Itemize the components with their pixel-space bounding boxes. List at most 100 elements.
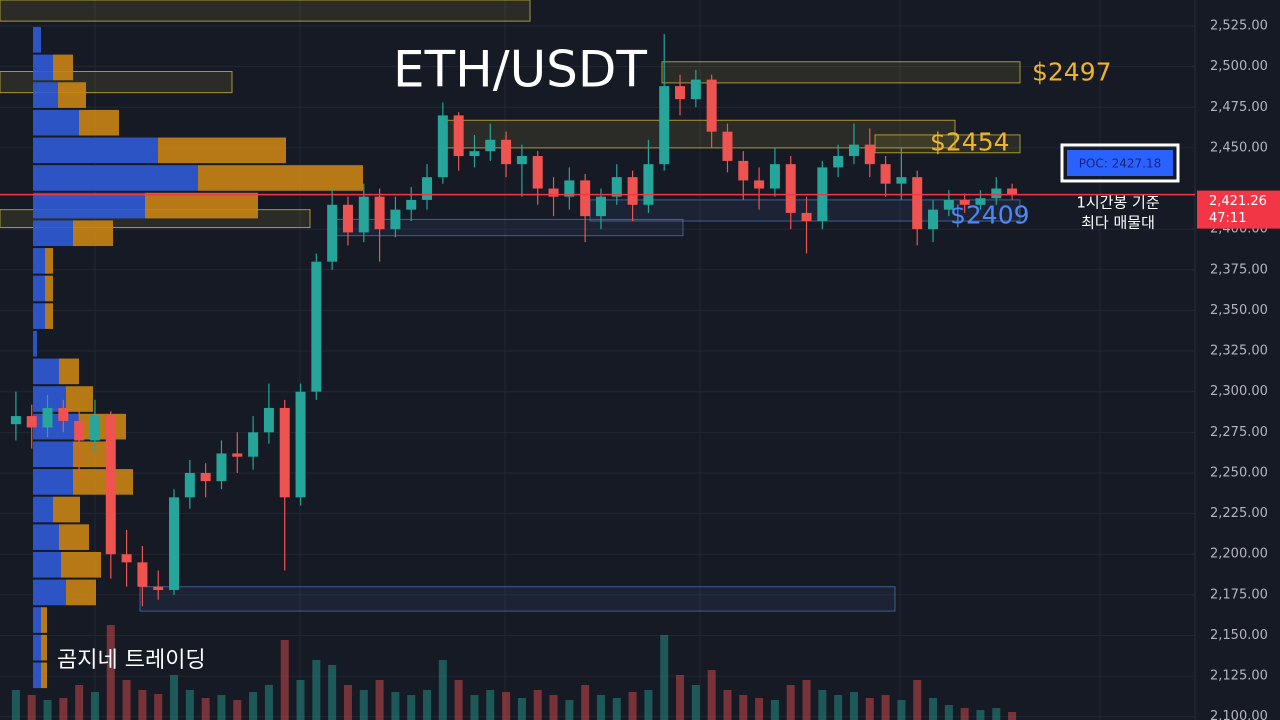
profile-buy [33, 662, 41, 689]
y-tick-label: 2,500.00 [1210, 59, 1268, 74]
profile-sell [41, 634, 47, 661]
candle-body [690, 79, 701, 100]
volume-bar [691, 685, 700, 720]
volume-bar [59, 698, 68, 720]
candle-body [722, 131, 733, 161]
candle-body [327, 204, 338, 262]
volume-bar [11, 690, 20, 720]
profile-buy [33, 496, 53, 523]
profile-sell [61, 551, 101, 578]
profile-buy [33, 441, 73, 468]
volume-bar [612, 698, 621, 720]
volume-bar [723, 690, 732, 720]
price-zone [139, 586, 896, 612]
volume-bar [454, 680, 463, 720]
profile-buy [33, 469, 73, 495]
candle-body [943, 199, 954, 210]
profile-sell [73, 220, 113, 247]
profile-sell [58, 82, 86, 108]
volume-bar [359, 690, 368, 720]
candle-body [864, 144, 875, 165]
y-tick-label: 2,200.00 [1210, 547, 1268, 562]
candle-body [105, 416, 116, 555]
candle-body [342, 204, 353, 233]
y-tick-label: 2,450.00 [1210, 140, 1268, 155]
volume-bar [328, 665, 337, 720]
candle-body [975, 198, 986, 205]
candle-body [848, 144, 859, 157]
profile-sell [66, 386, 93, 412]
volume-bar [660, 635, 669, 720]
volume-bar [581, 685, 590, 720]
y-tick-label: 2,375.00 [1210, 262, 1268, 277]
candle-body [516, 156, 527, 165]
profile-sell [79, 413, 126, 440]
profile-buy [33, 220, 73, 247]
candle-body [991, 188, 1002, 199]
candle-body [10, 416, 21, 425]
candle-body [137, 562, 148, 587]
volume-bar [375, 680, 384, 720]
candle-body [74, 420, 85, 441]
candle-body [706, 79, 717, 132]
volume-bar [944, 705, 953, 720]
profile-buy [33, 386, 66, 412]
volume-bar [739, 695, 748, 720]
candle-body [437, 115, 448, 178]
volume-bar [138, 690, 147, 720]
candle-body [580, 180, 591, 217]
profile-buy [33, 54, 53, 81]
candle-body [738, 160, 749, 181]
poc-frame [1060, 143, 1180, 183]
profile-sell [45, 248, 53, 274]
candle-body [406, 199, 417, 210]
profile-sell [59, 524, 89, 550]
volume-bar [549, 695, 558, 720]
profile-buy [33, 524, 59, 550]
volume-bar [897, 700, 906, 720]
candle-body [595, 196, 606, 217]
profile-buy [33, 330, 37, 357]
candle-body [801, 212, 812, 222]
volume-bar [834, 695, 843, 720]
volume-bar [438, 660, 447, 720]
poc-note: 1시간봉 기준 [1076, 193, 1160, 211]
volume-bar [755, 698, 764, 720]
candle-body [754, 180, 765, 189]
candle-body [501, 139, 512, 165]
volume-bar [881, 695, 890, 720]
profile-sell [145, 192, 258, 219]
price-zone [661, 61, 1021, 84]
profile-buy [33, 607, 41, 633]
profile-buy [33, 109, 79, 136]
candle-body [485, 139, 496, 152]
volume-bar [122, 680, 131, 720]
y-tick-label: 2,475.00 [1210, 100, 1268, 115]
volume-bar [391, 692, 400, 720]
profile-buy [33, 192, 145, 219]
y-tick-label: 2,125.00 [1210, 669, 1268, 684]
candle-body [532, 156, 543, 189]
candle-body [1007, 188, 1018, 195]
price-zone [439, 119, 956, 149]
volume-bar [264, 685, 273, 720]
candle-body [184, 472, 195, 498]
candle-body [169, 497, 180, 590]
candle-body [769, 164, 780, 189]
volume-bar [343, 685, 352, 720]
volume-bar [201, 698, 210, 720]
candle-body [548, 188, 559, 197]
volume-bar [470, 695, 479, 720]
candle-body [675, 86, 686, 100]
volume-bar [280, 640, 289, 720]
profile-sell [41, 607, 47, 633]
last-price-label: 2,421.26 [1209, 194, 1267, 209]
profile-sell [41, 662, 47, 689]
profile-buy [33, 137, 158, 164]
profile-buy [33, 248, 45, 274]
profile-buy [33, 165, 198, 191]
volume-bar [1008, 712, 1017, 720]
volume-bar [565, 700, 574, 720]
